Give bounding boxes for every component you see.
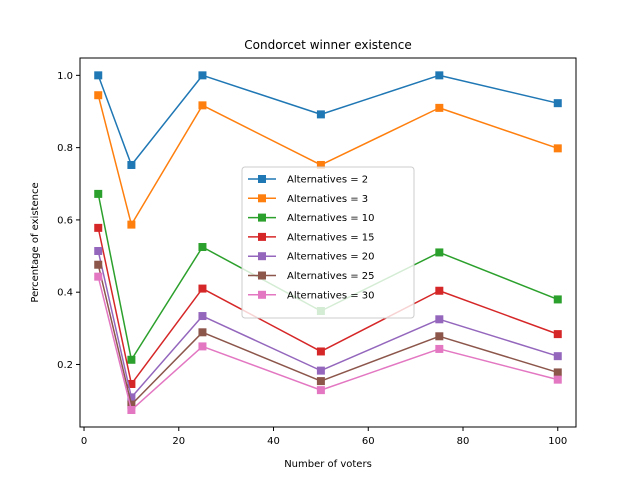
x-tick-label: 100	[548, 436, 567, 447]
data-point	[198, 342, 207, 351]
data-point	[198, 312, 207, 321]
data-point	[435, 71, 444, 80]
data-point	[435, 103, 444, 112]
x-tick-label: 0	[81, 436, 87, 447]
data-point	[435, 315, 444, 324]
x-tick-label: 60	[362, 436, 375, 447]
legend-label: Alternatives = 15	[287, 232, 375, 243]
data-point	[94, 189, 103, 198]
y-tick-label: 0.2	[57, 360, 73, 371]
data-point	[127, 379, 136, 388]
plot-frame	[79, 57, 577, 428]
data-point	[198, 284, 207, 293]
x-tick-label: 20	[172, 436, 185, 447]
data-point	[435, 332, 444, 341]
data-point	[127, 393, 136, 402]
series-line-7	[97, 276, 558, 411]
data-point	[94, 246, 103, 255]
data-point	[198, 71, 207, 80]
y-tick-label: 0.4	[57, 288, 73, 299]
data-point	[94, 91, 103, 100]
data-point	[553, 144, 562, 153]
data-point	[198, 101, 207, 110]
data-point	[198, 243, 207, 252]
data-point	[127, 400, 136, 409]
legend-label: Alternatives = 30	[287, 290, 375, 301]
data-point	[94, 223, 103, 232]
data-point	[94, 272, 103, 281]
data-point	[316, 160, 325, 169]
legend-marker	[258, 213, 266, 222]
data-point	[127, 160, 136, 169]
data-point	[435, 286, 444, 295]
legend-label: Alternatives = 20	[287, 252, 375, 263]
data-point	[127, 406, 136, 415]
legend-marker	[258, 175, 266, 183]
x-axis-label: Number of voters	[284, 459, 372, 470]
legend-marker	[258, 252, 266, 261]
data-point	[553, 368, 562, 377]
y-tick-label: 1.0	[57, 71, 73, 82]
series-line-4	[97, 227, 559, 385]
data-point	[127, 355, 136, 364]
data-point	[316, 110, 325, 119]
legend-marker	[258, 232, 266, 241]
legend-label: Alternatives = 25	[287, 271, 375, 282]
data-point	[198, 328, 207, 337]
x-tick-label: 40	[267, 436, 280, 447]
x-tick-label: 80	[457, 436, 470, 447]
legend-marker	[258, 271, 266, 280]
legend-box	[241, 166, 415, 319]
legend-label: Alternatives = 2	[287, 175, 368, 186]
series-line-5	[97, 250, 558, 399]
data-point	[435, 344, 444, 353]
y-tick-label: 0.8	[57, 143, 73, 154]
chart-title: Condorcet winner existence	[244, 38, 411, 52]
legend: Alternatives = 2 Alternatives = 3 Alternat…	[241, 166, 415, 319]
data-point	[94, 260, 103, 269]
legend-marker	[258, 290, 266, 299]
legend-label: Alternatives = 10	[287, 213, 375, 224]
legend-marker	[258, 194, 266, 203]
data-point	[553, 375, 562, 384]
data-point	[553, 295, 562, 304]
series-line-2	[97, 95, 559, 226]
data-point	[316, 366, 325, 375]
y-axis-label: Percentage of existence	[30, 182, 41, 302]
series-line-1	[97, 74, 558, 166]
data-point	[435, 248, 444, 257]
data-point	[94, 71, 103, 80]
data-point	[316, 377, 325, 386]
y-tick-label: 0.6	[57, 215, 73, 226]
data-point	[553, 99, 562, 108]
series-line-6	[97, 264, 558, 406]
data-point	[553, 352, 562, 361]
data-point	[127, 220, 136, 229]
data-point	[316, 347, 325, 356]
legend-label: Alternatives = 3	[287, 194, 368, 205]
data-point	[553, 330, 562, 339]
data-point	[316, 386, 325, 395]
